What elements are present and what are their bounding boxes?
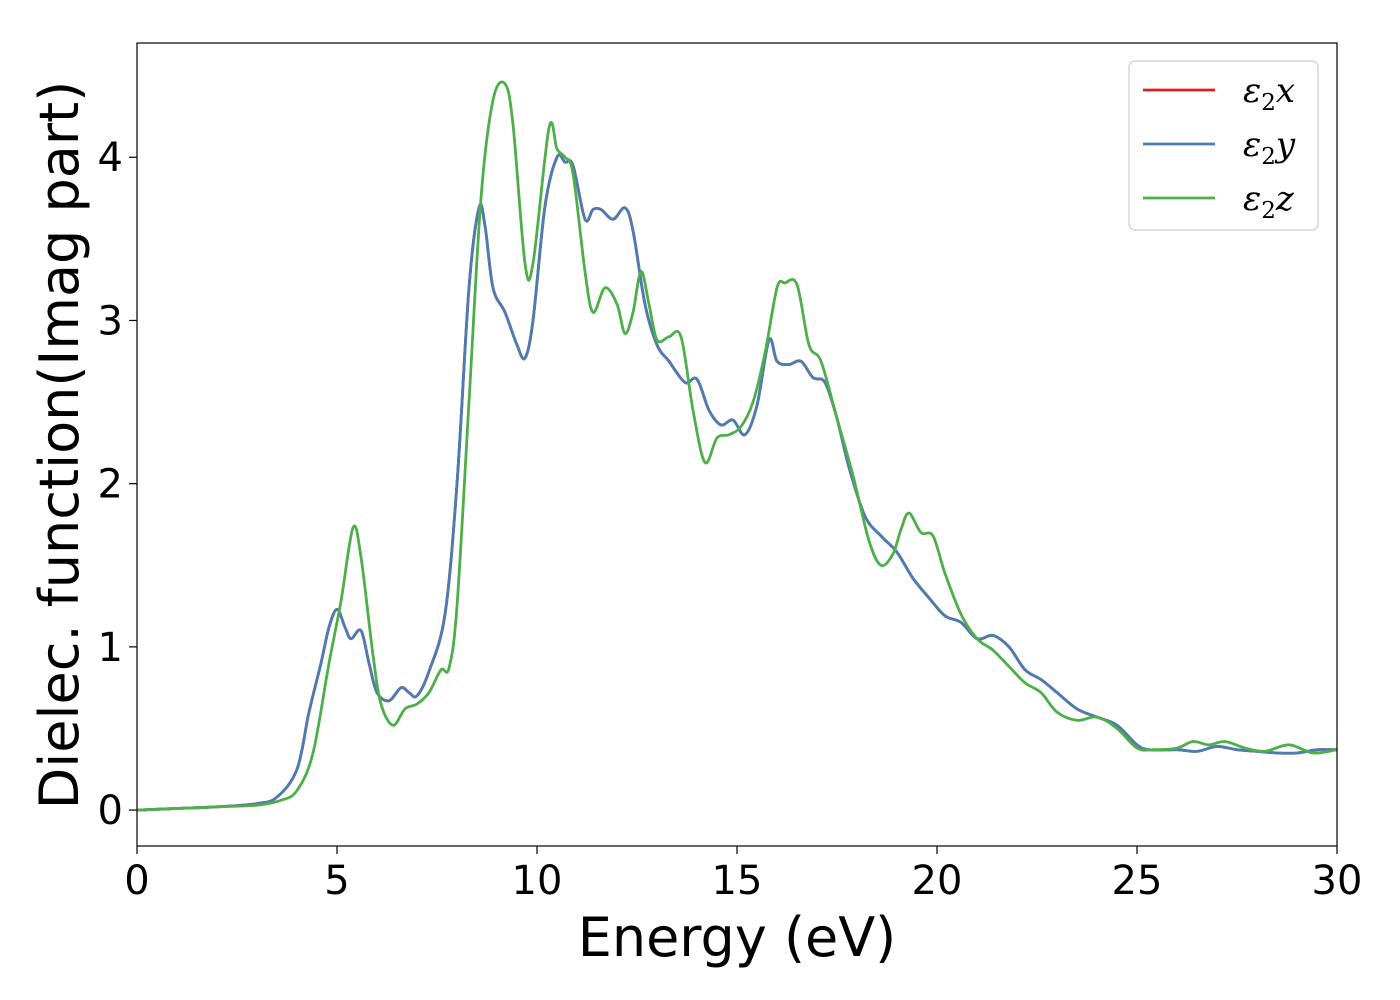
x-tick-label: 20 — [912, 858, 963, 904]
y-tick-label: 3 — [98, 298, 123, 344]
legend: ε2x ε2y ε2z — [1128, 60, 1319, 231]
legend-label: ε2x — [1243, 71, 1295, 116]
x-tick-label: 25 — [1112, 858, 1163, 904]
series-lines — [137, 80, 1337, 812]
series-line-z — [137, 80, 1337, 812]
legend-entry-y: ε2y — [1143, 125, 1296, 170]
x-tick-label: 0 — [124, 858, 149, 904]
legend-label: ε2z — [1243, 179, 1295, 224]
legend-entry-z: ε2z — [1143, 179, 1295, 224]
series-line-x — [137, 153, 1337, 812]
y-tick-label: 2 — [98, 462, 123, 508]
x-tick-label: 5 — [324, 858, 349, 904]
y-tick-label: 1 — [98, 625, 123, 671]
x-tick-label: 10 — [512, 858, 563, 904]
x-tick-label: 30 — [1312, 858, 1363, 904]
x-axis-title: Energy (eV) — [578, 906, 897, 969]
series-line-y — [137, 153, 1337, 812]
y-tick-label: 4 — [98, 135, 123, 181]
x-tick-label: 15 — [712, 858, 763, 904]
legend-box — [1128, 60, 1319, 231]
legend-label: ε2y — [1243, 125, 1296, 170]
x-axis-ticks: 0 5 10 15 20 25 30 — [124, 846, 1362, 904]
y-axis-ticks: 0 1 2 3 4 — [98, 135, 137, 834]
y-tick-label: 0 — [98, 788, 123, 834]
legend-entry-x: ε2x — [1143, 71, 1295, 116]
y-axis-title: Dielec. function(Imag part) — [28, 81, 91, 810]
